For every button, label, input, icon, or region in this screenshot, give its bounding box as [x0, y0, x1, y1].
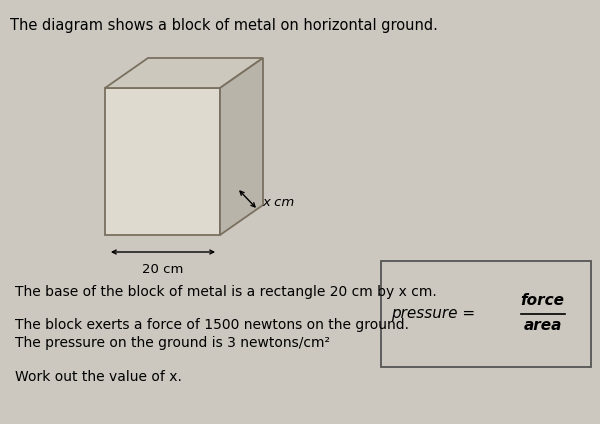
Text: The diagram shows a block of metal on horizontal ground.: The diagram shows a block of metal on ho… — [11, 18, 439, 33]
Text: The block exerts a force of 1500 newtons on the ground.: The block exerts a force of 1500 newtons… — [15, 318, 409, 332]
Text: The base of the block of metal is a rectangle 20 cm by x cm.: The base of the block of metal is a rect… — [15, 285, 437, 299]
Text: x cm: x cm — [262, 195, 294, 209]
Text: pressure =: pressure = — [391, 306, 475, 321]
Text: force: force — [521, 293, 565, 308]
Text: 20 cm: 20 cm — [142, 263, 184, 276]
Text: area: area — [524, 318, 562, 333]
Bar — [381, 261, 591, 367]
Text: The pressure on the ground is 3 newtons/cm²: The pressure on the ground is 3 newtons/… — [15, 336, 330, 350]
Polygon shape — [105, 88, 220, 235]
Text: Work out the value of x.: Work out the value of x. — [15, 370, 182, 384]
Polygon shape — [105, 58, 263, 88]
Polygon shape — [220, 58, 263, 235]
